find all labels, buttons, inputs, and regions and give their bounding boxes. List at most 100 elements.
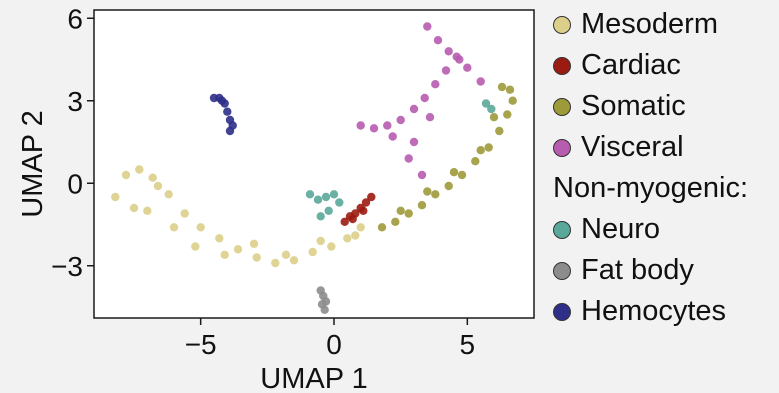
data-point-neuro <box>324 206 333 215</box>
data-point-somatic <box>377 223 387 232</box>
data-point-visceral <box>441 66 451 75</box>
data-point-somatic <box>508 96 517 105</box>
x-tick-label: 5 <box>460 329 476 360</box>
legend-label: Neuro <box>581 213 660 245</box>
data-point-mesoderm <box>220 250 229 259</box>
legend-item-fat-body: Fat body <box>553 250 777 291</box>
data-point-mesoderm <box>343 234 352 243</box>
data-point-somatic <box>417 201 427 210</box>
data-point-mesoderm <box>271 258 280 268</box>
hemocytes-swatch-icon <box>553 302 571 321</box>
legend-label: Hemocytes <box>581 295 727 327</box>
data-point-neuro <box>313 195 323 204</box>
data-point-somatic <box>396 206 405 215</box>
data-point-somatic <box>391 217 400 226</box>
data-point-visceral <box>383 121 392 130</box>
legend-item-hemocytes: Hemocytes <box>553 291 777 332</box>
data-point-visceral <box>369 124 379 133</box>
data-point-hemocytes <box>225 126 235 136</box>
data-point-mesoderm <box>135 165 144 174</box>
legend-item-neuro: Neuro <box>553 209 777 250</box>
data-point-mesoderm <box>249 239 259 248</box>
data-point-somatic <box>476 146 485 155</box>
legend: Mesoderm Cardiac Somatic Visceral Non-my… <box>553 4 777 332</box>
data-point-neuro <box>487 104 496 114</box>
data-point-cardiac <box>340 217 349 226</box>
legend-label: Cardiac <box>581 49 681 81</box>
legend-label: Somatic <box>581 90 686 122</box>
legend-label: Fat body <box>581 254 694 286</box>
data-point-somatic <box>431 190 440 199</box>
data-point-somatic <box>444 181 453 191</box>
data-point-mesoderm <box>233 245 243 254</box>
data-point-mesoderm <box>308 247 317 257</box>
data-point-mesoderm <box>153 181 163 191</box>
x-tick-label: 0 <box>326 329 342 360</box>
x-tick-label: −5 <box>185 329 217 360</box>
data-point-mesoderm <box>356 223 365 232</box>
data-point-somatic <box>484 143 493 152</box>
data-point-neuro <box>321 192 331 202</box>
data-point-visceral <box>388 132 397 141</box>
data-point-visceral <box>452 52 461 61</box>
x-axis-title: UMAP 1 <box>260 363 367 393</box>
data-point-somatic <box>404 209 413 218</box>
fat-body-swatch-icon <box>553 261 571 280</box>
data-point-visceral <box>476 77 485 86</box>
data-point-visceral <box>433 36 443 45</box>
data-point-mesoderm <box>121 170 131 180</box>
data-point-somatic <box>497 82 507 92</box>
data-point-visceral <box>444 47 453 56</box>
cardiac-swatch-icon <box>553 56 571 75</box>
data-point-mesoderm <box>289 256 299 265</box>
data-point-cardiac <box>367 192 376 202</box>
data-point-mesoderm <box>169 223 179 232</box>
data-point-mesoderm <box>191 242 200 251</box>
data-point-visceral <box>404 154 413 163</box>
data-point-somatic <box>449 168 459 177</box>
y-tick-label: 0 <box>67 168 83 199</box>
data-point-somatic <box>423 187 432 196</box>
data-point-mesoderm <box>148 173 157 182</box>
visceral-swatch-icon <box>553 138 571 157</box>
data-point-somatic <box>489 113 499 122</box>
data-point-neuro <box>481 99 491 108</box>
legend-subheading: Non-myogenic: <box>553 172 749 204</box>
data-point-neuro <box>316 212 325 221</box>
data-point-hemocytes <box>217 96 227 105</box>
data-point-visceral <box>431 80 440 89</box>
data-point-fat-body <box>317 300 327 309</box>
legend-item-visceral: Visceral <box>553 127 777 168</box>
mesoderm-swatch-icon <box>553 15 571 34</box>
neuro-swatch-icon <box>553 220 571 239</box>
data-point-neuro <box>305 190 315 199</box>
data-point-mesoderm <box>351 231 360 240</box>
data-point-mesoderm <box>196 223 205 232</box>
data-point-visceral <box>356 121 365 130</box>
data-point-somatic <box>505 85 515 94</box>
y-tick-label: −3 <box>51 251 83 282</box>
data-point-visceral <box>420 93 429 103</box>
y-axis-ticks: −3 0 3 6 <box>51 3 94 282</box>
plot-area <box>93 9 535 319</box>
scatter-points <box>111 22 517 314</box>
legend-item-somatic: Somatic <box>553 86 777 127</box>
data-point-mesoderm <box>281 250 291 259</box>
data-point-mesoderm <box>111 192 120 202</box>
data-point-mesoderm <box>327 242 336 251</box>
data-point-neuro <box>335 198 344 207</box>
data-point-somatic <box>457 170 467 180</box>
data-point-hemocytes <box>223 107 232 116</box>
data-point-visceral <box>423 22 432 31</box>
y-tick-label: 3 <box>67 86 83 117</box>
data-point-mesoderm <box>215 234 224 243</box>
data-point-visceral <box>425 113 435 122</box>
legend-label: Mesoderm <box>581 8 718 40</box>
data-point-mesoderm <box>316 236 325 246</box>
data-point-mesoderm <box>252 253 261 262</box>
data-point-cardiac <box>348 214 357 224</box>
x-axis-ticks: −5 0 5 <box>185 318 475 360</box>
data-point-somatic <box>503 110 512 119</box>
legend-item-cardiac: Cardiac <box>553 45 777 86</box>
